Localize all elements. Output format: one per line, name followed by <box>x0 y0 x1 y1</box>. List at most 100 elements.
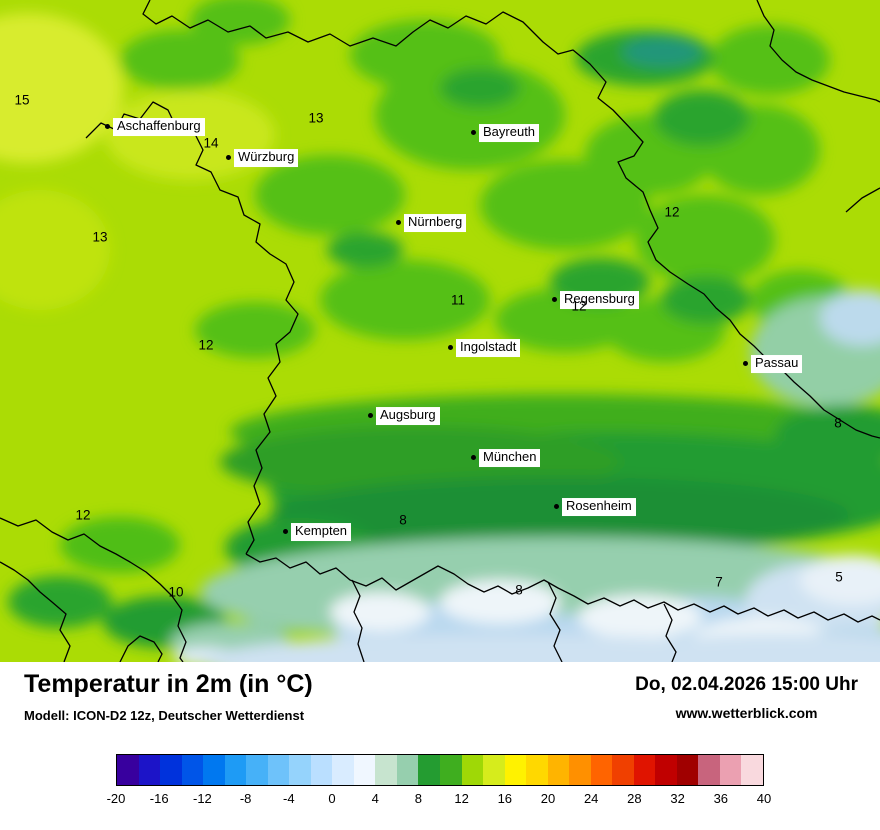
colorbar-segment <box>439 755 462 785</box>
city-label: Nürnberg <box>404 214 467 232</box>
colorbar-segment <box>267 755 290 785</box>
colorbar <box>116 754 764 786</box>
city-label: Regensburg <box>560 291 639 309</box>
page-title: Temperatur in 2m (in °C) <box>24 670 313 698</box>
model-info: Modell: ICON-D2 12z, Deutscher Wetterdie… <box>24 708 305 723</box>
colorbar-tick-label: 36 <box>713 791 729 806</box>
temp-value-label: 12 <box>571 298 587 314</box>
temp-value-label: 12 <box>75 507 91 523</box>
city-dot-icon <box>743 361 748 367</box>
border-lines <box>0 0 880 662</box>
city-label: Aschaffenburg <box>113 118 205 136</box>
city-dot-icon <box>226 155 231 161</box>
city-dot-icon <box>396 220 401 226</box>
temperature-field <box>0 0 880 662</box>
temp-value-label: 5 <box>835 569 843 585</box>
city-dot-icon <box>283 529 288 535</box>
temp-value-label: 14 <box>203 135 219 151</box>
temp-value-label: 8 <box>834 415 842 431</box>
colorbar-segment <box>676 755 699 785</box>
temp-value-label: 7 <box>715 574 723 590</box>
colorbar-tick-label: 32 <box>670 791 685 806</box>
temp-value-label: 8 <box>515 582 523 598</box>
city-marker: Aschaffenburg <box>105 118 205 136</box>
city-label: Kempten <box>291 523 352 541</box>
colorbar-segment <box>138 755 161 785</box>
colorbar-tick-label: 40 <box>756 791 772 806</box>
city-label: Ingolstadt <box>456 339 521 357</box>
map-overlay: Aschaffenburg Würzburg Bayreuth Nürnberg Reg… <box>14 92 843 600</box>
city-dot-icon <box>552 297 557 303</box>
colorbar-segment <box>612 755 634 785</box>
colorbar-tick-label: -8 <box>239 791 252 806</box>
footer-right-block: Do, 02.04.2026 15:00 Uhr www.wetterblick… <box>635 674 858 721</box>
colorbar-segment <box>526 755 548 785</box>
colorbar-segment <box>160 755 182 785</box>
city-dot-icon <box>471 455 476 461</box>
website-label: www.wetterblick.com <box>675 705 818 721</box>
colorbar-tick-label: 0 <box>328 791 336 806</box>
temp-value-label: 11 <box>450 292 466 308</box>
colorbar-segment <box>483 755 505 785</box>
colorbar-segment <box>289 755 311 785</box>
colorbar-segment <box>246 755 268 785</box>
colorbar-tick-label: 24 <box>583 791 599 806</box>
colorbar-segment <box>375 755 397 785</box>
colorbar-segment <box>590 755 613 785</box>
valid-datetime: Do, 02.04.2026 15:00 Uhr <box>635 674 858 695</box>
colorbar-segment <box>719 755 742 785</box>
city-label: Augsburg <box>376 407 440 425</box>
colorbar-segment <box>504 755 527 785</box>
colorbar-segment <box>310 755 333 785</box>
colorbar-tick-label: -16 <box>149 791 169 806</box>
colorbar-segment <box>569 755 591 785</box>
colorbar-segment <box>461 755 484 785</box>
city-label: Passau <box>751 355 803 373</box>
colorbar-segment <box>203 755 225 785</box>
city-label: Bayreuth <box>479 124 540 142</box>
colorbar-tick-label: -4 <box>283 791 295 806</box>
colorbar-segment <box>741 755 763 785</box>
city-marker: München <box>471 449 541 467</box>
colorbar-segment <box>698 755 720 785</box>
temp-value-label: 10 <box>168 584 184 600</box>
colorbar-ticks: -20 -16 -12 -8 -4 0 4 8 12 16 20 24 28 32 36 40 <box>107 791 772 809</box>
temperature-map: Aschaffenburg Würzburg Bayreuth Nürnberg Reg… <box>0 0 880 662</box>
colorbar-segment <box>224 755 247 785</box>
temp-value-label: 12 <box>198 337 214 353</box>
city-dot-icon <box>368 413 373 419</box>
colorbar-segment <box>396 755 419 785</box>
city-marker: Passau <box>743 355 803 373</box>
city-marker: Nürnberg <box>396 214 467 232</box>
colorbar-segment <box>117 755 139 785</box>
city-label: Würzburg <box>234 149 299 167</box>
city-marker: Augsburg <box>368 407 440 425</box>
temp-value-label: 13 <box>308 110 324 126</box>
temp-value-label: 13 <box>92 229 108 245</box>
colorbar-segment <box>332 755 354 785</box>
colorbar-segment <box>418 755 440 785</box>
city-marker: Bayreuth <box>471 124 540 142</box>
colorbar-tick-label: 28 <box>627 791 642 806</box>
colorbar-tick-label: -20 <box>106 791 126 806</box>
city-dot-icon <box>105 124 110 130</box>
map-raster <box>0 0 880 662</box>
temp-value-label: 15 <box>14 92 30 108</box>
colorbar-segment <box>181 755 204 785</box>
colorbar-tick-label: 20 <box>540 791 556 806</box>
colorbar-segment <box>633 755 656 785</box>
colorbar-tick-label: 16 <box>497 791 513 806</box>
city-marker: Regensburg <box>552 291 639 309</box>
colorbar-tick-label: 4 <box>371 791 379 806</box>
city-marker: Ingolstadt <box>448 339 521 357</box>
city-label: Rosenheim <box>562 498 636 516</box>
city-marker: Rosenheim <box>554 498 636 516</box>
city-label: München <box>479 449 541 467</box>
colorbar-tick-label: -12 <box>192 791 212 806</box>
city-marker: Würzburg <box>226 149 299 167</box>
colorbar-wrap: -20 -16 -12 -8 -4 0 4 8 12 16 20 24 28 32 36 40 <box>107 754 772 809</box>
city-dot-icon <box>471 130 476 136</box>
city-dot-icon <box>554 504 559 510</box>
city-marker: Kempten <box>283 523 352 541</box>
